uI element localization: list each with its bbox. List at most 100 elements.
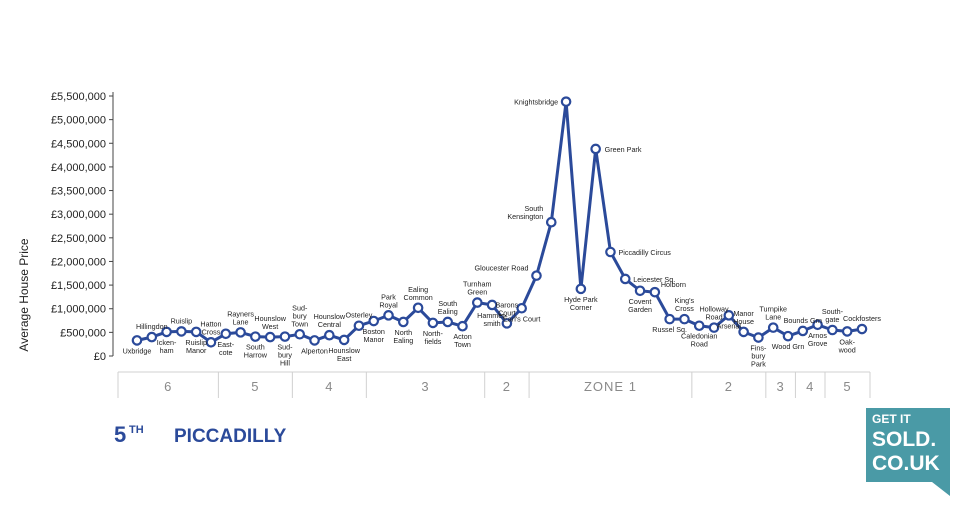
station-label: King's Cross (675, 296, 695, 313)
station-label: Hammer-smith (477, 311, 508, 328)
y-tick-label: £2,000,000 (51, 256, 106, 268)
station-marker (264, 331, 276, 343)
station-marker (797, 325, 809, 337)
station-label: Hounslow East (328, 346, 360, 363)
station-label: South Harrow (244, 343, 268, 360)
station-marker (353, 320, 365, 332)
station-marker (161, 326, 172, 338)
station-label: Russel Sq. (652, 325, 687, 334)
station-label: Arsenal (717, 321, 742, 330)
station-marker (605, 246, 616, 258)
station-label: Leicester Sq. (633, 275, 675, 284)
station-label: South Ealing (438, 299, 458, 316)
station-marker (250, 331, 261, 342)
station-label: Acton Town (453, 332, 471, 349)
logo-line-3: CO.UK (872, 452, 940, 475)
logo-tail (932, 482, 950, 496)
station-marker (412, 302, 424, 314)
station-label: Osterley (346, 311, 373, 320)
station-marker (501, 318, 513, 329)
zone-label: 5 (843, 379, 851, 394)
station-marker (427, 317, 439, 329)
station-marker (767, 322, 779, 333)
station-label: Hounslow West (254, 314, 286, 331)
logo-box (866, 408, 950, 482)
station-label: Piccadilly Circus (618, 248, 671, 257)
y-tick-label: £2,500,000 (51, 233, 106, 245)
station-label: Hillingdon (136, 322, 168, 331)
station-label: Cockfosters (843, 314, 881, 323)
y-tick-label: £5,000,000 (51, 115, 106, 127)
station-label: Uxbridge (123, 346, 152, 355)
station-marker (486, 299, 498, 311)
station-label: Park Royal (379, 292, 398, 309)
station-label: Rayners Lane (227, 309, 254, 326)
station-marker (516, 302, 527, 314)
chart-title: 5 TH PICCADILLY (114, 422, 287, 447)
station-marker (131, 335, 143, 346)
y-tick-label: £0 (94, 351, 106, 363)
station-label: Covent Garden (628, 297, 652, 314)
station-labels: Uxbridge Hillingdon Icken-ham Ruislip Ruisli… (123, 98, 882, 369)
zone-label: 2 (725, 379, 733, 394)
y-tick-label: £3,000,000 (51, 209, 106, 221)
station-marker (679, 313, 690, 325)
zone-label: 5 (251, 379, 259, 394)
y-axis: £0 £500,000 £1,000,000 £1,500,000 £2,000,000… (51, 91, 114, 363)
station-marker (841, 326, 853, 337)
station-marker (753, 332, 764, 343)
y-tick-label: £500,000 (60, 327, 106, 339)
station-label: Alperton (301, 346, 328, 355)
station-marker (146, 331, 158, 343)
station-marker (383, 310, 394, 321)
station-label: Knightsbridge (514, 98, 558, 107)
station-label: Holloway Road (699, 305, 729, 322)
station-marker (664, 313, 675, 325)
station-marker (575, 283, 587, 295)
station-marker (693, 320, 705, 332)
station-marker (812, 319, 823, 331)
station-marker (338, 334, 350, 346)
station-label: Boston Manor (363, 327, 385, 344)
station-marker (190, 326, 202, 338)
y-tick-label: £3,500,000 (51, 186, 106, 198)
station-marker (398, 316, 409, 328)
station-label: Green Park (605, 145, 642, 154)
station-marker (634, 285, 646, 297)
station-marker (619, 273, 631, 285)
zone-label: 6 (164, 379, 172, 394)
getitsold-logo: GET IT SOLD. CO.UK (866, 408, 950, 496)
station-marker (279, 331, 291, 342)
y-axis-label: Average House Price (17, 238, 31, 352)
y-tick-label: £4,000,000 (51, 162, 106, 174)
station-label: South-gate (822, 307, 844, 324)
station-marker (708, 322, 720, 333)
station-label: East-cote (217, 340, 234, 357)
station-label: Wood Grn (772, 342, 805, 351)
station-marker (560, 96, 572, 107)
station-marker (309, 335, 320, 346)
station-marker (649, 286, 661, 298)
station-marker (442, 316, 454, 328)
zone-label: ZONE 1 (584, 379, 637, 394)
station-marker (176, 326, 187, 337)
station-marker (738, 326, 749, 338)
station-marker (531, 270, 542, 281)
station-marker (235, 327, 246, 338)
station-label: Hounslow Central (314, 312, 346, 329)
station-label: Arnos Grove (808, 331, 828, 348)
station-label: Gloucester Road (475, 264, 529, 273)
y-tick-label: £1,000,000 (51, 304, 106, 316)
station-marker (472, 297, 483, 308)
station-label: Turnham Green (463, 280, 492, 297)
station-marker (368, 315, 380, 327)
logo-line-1: GET IT (872, 412, 911, 426)
station-label: Sud-bury Hill (277, 343, 293, 368)
station-marker (205, 336, 217, 348)
zone-label: 4 (806, 379, 814, 394)
station-label: Ealing Common (404, 285, 433, 302)
logo-line-2: SOLD. (872, 428, 937, 451)
station-marker (457, 320, 468, 332)
y-tick-label: £1,500,000 (51, 280, 106, 292)
